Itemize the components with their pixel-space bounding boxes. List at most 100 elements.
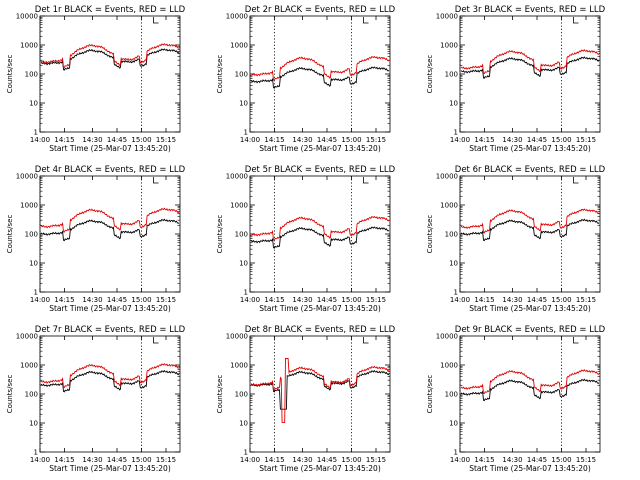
x-tick-label: 15:15 (366, 136, 386, 144)
x-axis-title: Start Time (25-Mar-07 13:45:20) (259, 144, 381, 153)
y-tick-label: 100 (445, 71, 458, 79)
y-axis-title: Counts/sec (216, 215, 224, 254)
x-tick-label: 14:15 (54, 296, 74, 304)
x-tick-label: 14:45 (317, 136, 337, 144)
x-tick-label: 15:15 (576, 296, 596, 304)
panel-title: Det 3r BLACK = Events, RED = LLD (455, 5, 606, 15)
events-series-line (40, 218, 180, 242)
y-tick-label: 1 (244, 289, 248, 297)
x-tick-label: 14:15 (264, 136, 284, 144)
lld-series-line (250, 358, 390, 423)
time-marker (153, 17, 159, 24)
lld-series-line (460, 369, 600, 395)
y-tick-label: 1 (454, 449, 458, 457)
y-tick-label: 1000 (20, 202, 38, 210)
x-tick-label: 14:45 (317, 296, 337, 304)
x-tick-label: 14:15 (474, 296, 494, 304)
detector-panel: Det 1r BLACK = Events, RED = LLD 1 10 100 10… (6, 5, 186, 153)
x-tick-label: 15:00 (131, 296, 151, 304)
y-tick-label: 10 (29, 100, 38, 108)
y-tick-label: 10 (449, 420, 458, 428)
x-tick-label: 15:15 (576, 456, 596, 464)
x-tick-label: 15:00 (551, 456, 571, 464)
x-tick-label: 14:15 (264, 456, 284, 464)
x-tick-label: 14:00 (450, 296, 470, 304)
x-axis-title: Start Time (25-Mar-07 13:45:20) (259, 464, 381, 473)
y-tick-label: 10 (239, 100, 248, 108)
y-tick-label: 10000 (436, 13, 458, 21)
x-tick-label: 14:00 (240, 296, 260, 304)
y-tick-label: 1 (34, 129, 38, 137)
x-tick-label: 14:30 (292, 456, 312, 464)
y-tick-label: 100 (25, 71, 38, 79)
y-tick-label: 10000 (16, 173, 38, 181)
y-tick-label: 10000 (226, 173, 248, 181)
events-series-line (40, 369, 180, 393)
x-tick-label: 15:00 (341, 136, 361, 144)
y-tick-label: 100 (235, 71, 248, 79)
panel-title: Det 4r BLACK = Events, RED = LLD (35, 165, 186, 175)
x-tick-label: 15:15 (366, 296, 386, 304)
lld-series-line (250, 215, 390, 241)
y-tick-label: 1 (244, 129, 248, 137)
x-tick-label: 14:15 (264, 296, 284, 304)
x-tick-label: 14:00 (450, 136, 470, 144)
x-tick-label: 14:15 (54, 136, 74, 144)
x-tick-label: 14:00 (30, 296, 50, 304)
y-tick-label: 10000 (436, 173, 458, 181)
x-tick-label: 14:30 (502, 296, 522, 304)
y-tick-label: 100 (25, 231, 38, 239)
x-tick-label: 14:45 (317, 456, 337, 464)
panel-title: Det 6r BLACK = Events, RED = LLD (455, 165, 606, 175)
panel-title: Det 7r BLACK = Events, RED = LLD (35, 325, 186, 335)
x-axis-title: Start Time (25-Mar-07 13:45:20) (259, 304, 381, 313)
events-series-line (250, 226, 390, 249)
y-tick-label: 10000 (226, 333, 248, 341)
y-tick-label: 100 (25, 391, 38, 399)
detector-panel: Det 4r BLACK = Events, RED = LLD 1 10 100 10… (6, 165, 186, 313)
x-tick-label: 14:30 (82, 136, 102, 144)
time-marker (573, 17, 579, 24)
y-tick-label: 1 (454, 289, 458, 297)
time-marker (573, 337, 579, 344)
y-tick-label: 100 (235, 391, 248, 399)
events-series-line (250, 369, 390, 410)
x-axis-title: Start Time (25-Mar-07 13:45:20) (49, 304, 171, 313)
x-tick-label: 15:00 (341, 456, 361, 464)
y-axis-title: Counts/sec (6, 55, 14, 94)
x-tick-label: 15:00 (131, 136, 151, 144)
events-series-line (40, 48, 180, 71)
y-tick-label: 10000 (16, 13, 38, 21)
x-tick-label: 14:45 (527, 456, 547, 464)
x-tick-label: 14:30 (292, 296, 312, 304)
x-tick-label: 14:30 (502, 456, 522, 464)
x-tick-label: 15:00 (131, 456, 151, 464)
lld-series-line (40, 362, 180, 389)
time-marker (363, 177, 369, 184)
x-axis-title: Start Time (25-Mar-07 13:45:20) (49, 144, 171, 153)
x-tick-label: 15:00 (551, 136, 571, 144)
time-marker (153, 177, 159, 184)
x-tick-label: 14:00 (240, 136, 260, 144)
y-tick-label: 1000 (440, 202, 458, 210)
y-axis-title: Counts/sec (216, 375, 224, 414)
lld-series-line (460, 208, 600, 234)
lld-series-line (40, 42, 180, 69)
x-tick-label: 14:45 (107, 296, 127, 304)
y-axis-title: Counts/sec (426, 55, 434, 94)
detector-panel: Det 9r BLACK = Events, RED = LLD 1 10 100 10… (426, 325, 606, 473)
y-tick-label: 1 (34, 449, 38, 457)
y-tick-label: 10 (449, 100, 458, 108)
x-tick-label: 14:45 (107, 456, 127, 464)
detector-panel: Det 6r BLACK = Events, RED = LLD 1 10 100 10… (426, 165, 606, 313)
lld-series-line (250, 55, 390, 81)
events-series-line (460, 378, 600, 402)
events-series-line (460, 56, 600, 79)
x-tick-label: 14:45 (527, 136, 547, 144)
panel-title: Det 1r BLACK = Events, RED = LLD (35, 5, 186, 15)
y-axis-title: Counts/sec (6, 215, 14, 254)
y-tick-label: 1000 (230, 202, 248, 210)
x-tick-label: 14:30 (502, 136, 522, 144)
y-axis-title: Counts/sec (426, 215, 434, 254)
